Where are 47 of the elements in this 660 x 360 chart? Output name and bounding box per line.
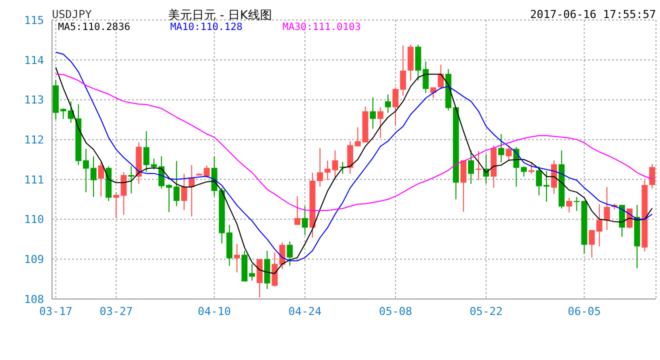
- candlestick: [408, 44, 414, 82]
- annotation: USDJPY: [52, 8, 92, 21]
- candlestick: [498, 133, 504, 164]
- y-tick-label: 108: [24, 292, 44, 306]
- annotation: 2017-06-16 17:55:57: [530, 8, 656, 21]
- candlestick: [204, 164, 210, 178]
- y-tick-label: 109: [24, 253, 44, 266]
- y-tick-label: 111: [24, 173, 44, 186]
- candlestick: [528, 162, 534, 174]
- candlestick: [128, 166, 134, 194]
- candlestick: [551, 160, 558, 194]
- candlestick: [649, 163, 656, 190]
- candlestick: [438, 64, 444, 90]
- candlestick: [234, 243, 240, 273]
- candlestick: [506, 146, 512, 161]
- y-tick-label: 110: [24, 213, 44, 226]
- text: MA10:110.128: [170, 22, 242, 33]
- candlestick: [604, 186, 610, 231]
- candlestick: [181, 173, 188, 211]
- candlestick: [384, 94, 391, 114]
- candlestick: [377, 106, 384, 138]
- candlestick: [476, 150, 482, 181]
- x-tick-label: 05-22: [470, 304, 503, 318]
- candlestick: [460, 160, 466, 212]
- candlestick: [574, 196, 580, 212]
- x-tick-label: 03-27: [100, 304, 133, 318]
- x-tick-label: 03-17: [39, 304, 72, 318]
- text: MA30:111.0103: [282, 22, 361, 33]
- x-tick-label: 05-08: [378, 304, 412, 318]
- x-tick-label: 04-10: [198, 304, 231, 318]
- candlestick: [468, 150, 474, 184]
- candlestick: [566, 197, 572, 214]
- y-tick-label: 113: [24, 94, 44, 107]
- text: MA5:110.2836: [58, 22, 130, 33]
- candlestick: [256, 258, 263, 298]
- candlestick: [272, 252, 278, 288]
- y-tick-label: 115: [24, 14, 44, 27]
- candlestick: [98, 162, 104, 198]
- candlestick: [286, 241, 293, 266]
- y-tick-label: 112: [24, 133, 44, 146]
- candlestick: [302, 206, 308, 236]
- x-tick-label: 06-05: [568, 304, 601, 318]
- x-tick-label: 04-24: [288, 304, 322, 318]
- candlestick: [370, 96, 376, 130]
- candlestick: [347, 140, 354, 174]
- y-tick-label: 114: [24, 54, 44, 67]
- candlestick: [294, 196, 300, 226]
